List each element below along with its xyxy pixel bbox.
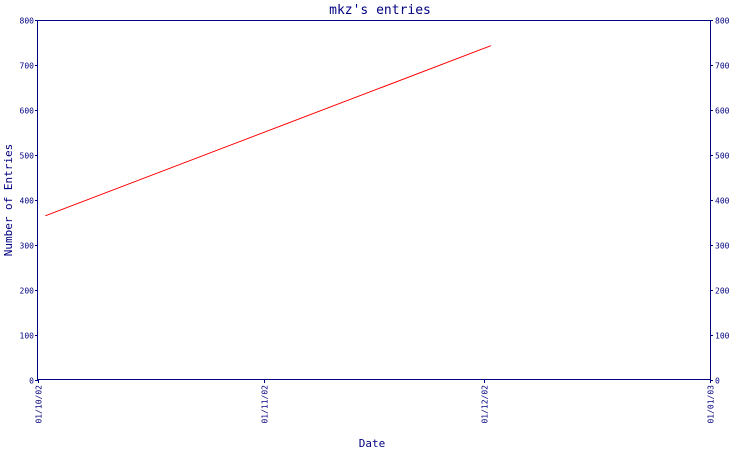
y-tick-label-right: 400 <box>715 197 730 206</box>
y-axis-left: 0 100 200 300 400 500 600 700 800 <box>20 17 38 386</box>
y-tick-label-left: 100 <box>20 332 35 341</box>
y-tick-label-left: 800 <box>20 17 35 26</box>
y-tick-label-right: 100 <box>715 332 730 341</box>
x-tick-label: 01/01/03 <box>707 385 716 424</box>
y-tick-label-left: 0 <box>29 377 34 386</box>
y-tick-label-left: 400 <box>20 197 35 206</box>
y-tick-label-left: 200 <box>20 287 35 296</box>
x-tick-label: 01/11/02 <box>261 385 270 424</box>
y-tick-label-right: 200 <box>715 287 730 296</box>
series-line <box>45 45 492 217</box>
y-tick-label-left: 700 <box>20 62 35 71</box>
y-tick-label-right: 500 <box>715 152 730 161</box>
y-tick-label-right: 800 <box>715 17 730 26</box>
y-tick-label-right: 0 <box>715 377 720 386</box>
x-axis: 01/10/02 01/11/02 01/12/02 01/01/03 <box>35 380 716 424</box>
x-axis-label: Date <box>359 437 386 450</box>
y-tick-label-left: 300 <box>20 242 35 251</box>
chart-title: mkz's entries <box>329 3 431 18</box>
series-layer <box>45 45 492 217</box>
x-tick-label: 01/12/02 <box>481 385 490 424</box>
x-tick-label: 01/10/02 <box>35 385 44 424</box>
y-axis-label: Number of Entries <box>2 144 15 257</box>
y-tick-label-left: 600 <box>20 107 35 116</box>
plot-frame <box>37 20 711 380</box>
y-axis-right: 0 100 200 300 400 500 600 700 800 <box>710 17 730 386</box>
y-tick-label-right: 700 <box>715 62 730 71</box>
y-tick-label-left: 500 <box>20 152 35 161</box>
y-tick-label-right: 600 <box>715 107 730 116</box>
y-tick-label-right: 300 <box>715 242 730 251</box>
